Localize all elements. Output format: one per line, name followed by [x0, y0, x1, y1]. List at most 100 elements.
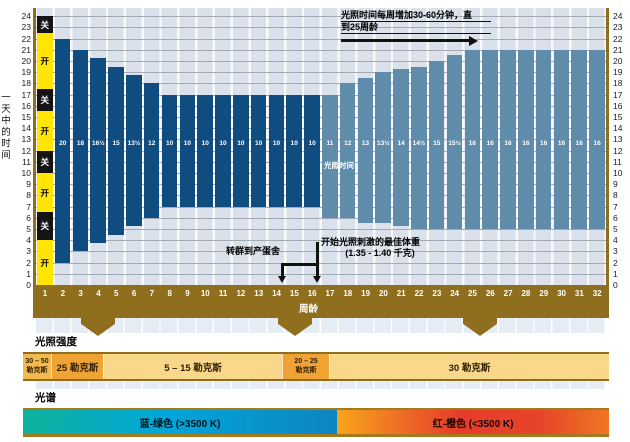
- bracket-left-arrowhead: [278, 276, 286, 283]
- light-hours-bar: [90, 58, 107, 243]
- increase-annotation: 光照时间每周增加30-60分钟，直 到25周龄: [341, 10, 491, 34]
- week-number-label: 32: [592, 289, 602, 298]
- y-tick-label: 9: [26, 179, 31, 190]
- y-tick-label: 20: [613, 56, 623, 66]
- gridline: [36, 217, 606, 219]
- bar-value-label: 10: [165, 140, 174, 147]
- intensity-segment: 5 – 15 勒克斯: [103, 354, 282, 379]
- bar-value-label: 13½: [377, 140, 390, 147]
- y-tick-label: 6: [26, 212, 31, 223]
- week-number-label: 26: [485, 289, 495, 298]
- y-tick-label: 14: [21, 123, 31, 134]
- gridline: [36, 150, 606, 152]
- y-tick-label: 7: [26, 201, 31, 212]
- y-tick-label: 15: [613, 112, 623, 122]
- intensity-segment: 30 勒克斯: [329, 354, 609, 379]
- week-number-label: 12: [236, 289, 246, 298]
- light-hours-bar: [535, 49, 552, 229]
- light-hours-bar: [304, 94, 320, 207]
- light-hours-bar: [286, 94, 302, 207]
- x-axis-title: 周龄: [298, 304, 318, 315]
- bar-value-label: 13: [361, 140, 370, 147]
- light-hours-bar: [339, 83, 356, 218]
- bar-value-label: 13½: [127, 140, 141, 147]
- gridline: [36, 117, 606, 118]
- bracket-right-stem: [316, 242, 319, 277]
- plot-area: 光照时间每周增加30-60分钟，直 到25周龄 光照时间 转群到产蛋舍 开始光照…: [33, 8, 609, 285]
- light-hours-bar: [393, 69, 409, 227]
- y-tick-label: 5: [613, 224, 618, 234]
- increase-arrow-head: [469, 35, 478, 46]
- bar-value-label: 10: [219, 140, 227, 147]
- week1-program-column: 关开关开关开关开: [37, 8, 53, 285]
- bar-value-label: 10: [290, 140, 298, 147]
- y-tick-label: 3: [613, 246, 618, 257]
- week-number-label: 29: [539, 289, 549, 298]
- bar-value-label: 18: [76, 140, 85, 147]
- intensity-segment-label: 30 勒克斯: [448, 362, 491, 374]
- light-hours-bar: [517, 49, 534, 229]
- program-off-block: 关: [37, 212, 53, 241]
- week-number-label: 8: [167, 289, 172, 298]
- bar-value-label: 16: [468, 140, 477, 147]
- y-tick-label: 22: [613, 33, 623, 44]
- y-tick-label: 20: [21, 56, 31, 66]
- light-hours-bar: [589, 49, 605, 229]
- y-tick-label: 3: [26, 246, 31, 257]
- gridline: [36, 161, 606, 163]
- gridline: [36, 83, 606, 85]
- spectrum-blue-green-segment: 蓝-绿色 (>3500 K): [23, 410, 338, 434]
- spectrum-section-title: 光谱: [35, 392, 56, 404]
- bracket-left-stem: [281, 263, 284, 277]
- program-on-block: 开: [37, 240, 53, 285]
- week-number-label: 22: [414, 289, 424, 298]
- light-hours-bar: [553, 49, 570, 229]
- gridline: [36, 94, 606, 96]
- gridline: [36, 173, 606, 174]
- y-tick-label: 11: [613, 156, 622, 167]
- bar-value-label: 10: [255, 140, 263, 147]
- intensity-section-title: 光照强度: [35, 336, 77, 348]
- y-tick-label: 16: [613, 100, 623, 111]
- background-stripe: [36, 378, 606, 389]
- y-tick-label: 21: [21, 44, 31, 55]
- gridline: [36, 195, 606, 197]
- week-number-label: 16: [307, 289, 317, 298]
- week-number-label: 4: [96, 289, 101, 298]
- y-tick-label: 12: [613, 145, 623, 156]
- y-tick-label: 1: [26, 268, 31, 279]
- week-number-label: 5: [114, 289, 119, 298]
- light-hours-bar: [482, 49, 498, 229]
- week-number-label: 3: [78, 289, 83, 298]
- week-number-label: 20: [378, 289, 388, 298]
- y-tick-label: 19: [613, 67, 623, 78]
- light-hours-bar: [268, 94, 285, 207]
- week-number-label: 17: [325, 289, 335, 298]
- program-on-block: 开: [37, 33, 53, 89]
- bar-value-label: 14: [397, 140, 405, 147]
- program-on-block: 开: [37, 111, 53, 151]
- bar-value-label: 16: [557, 140, 566, 147]
- y-tick-label: 24: [21, 11, 31, 22]
- week-number-label: 24: [450, 289, 460, 298]
- y-axis-title: 一天中的时间: [0, 92, 10, 161]
- y-tick-label: 22: [21, 33, 31, 44]
- light-hours-bar: [464, 49, 481, 229]
- gridline: [36, 240, 606, 242]
- light-hours-bar: [161, 94, 178, 207]
- y-tick-label: 11: [22, 156, 31, 167]
- y-tick-label: 7: [613, 201, 618, 212]
- bar-value-label: 16: [540, 140, 548, 147]
- light-hours-bar: [322, 94, 338, 218]
- y-tick-label: 17: [613, 89, 623, 100]
- y-tick-label: 6: [613, 212, 618, 223]
- bar-value-label: 10: [237, 140, 245, 147]
- intensity-segment: 25 勒克斯: [51, 354, 103, 379]
- week-number-label: 28: [521, 289, 531, 298]
- program-off-block: 关: [37, 150, 53, 173]
- gridline: [36, 72, 606, 74]
- y-tick-label: 8: [26, 190, 31, 201]
- gridline: [36, 262, 606, 264]
- y-tick-label: 19: [21, 67, 31, 78]
